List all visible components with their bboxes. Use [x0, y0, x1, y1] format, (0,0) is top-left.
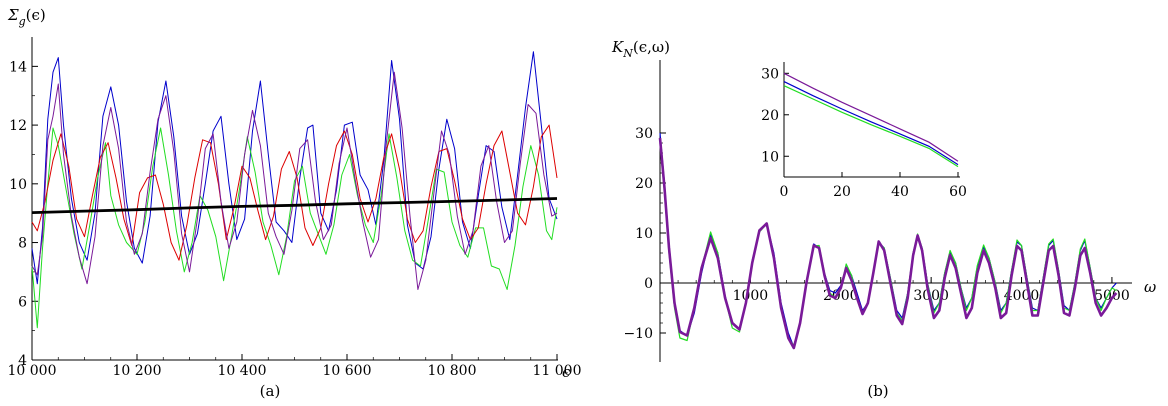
y-tick-label-b: 30	[635, 126, 653, 142]
x-tick-label-a: 10 400	[218, 363, 267, 379]
inset-ticks: 0 20 40 60 10 20 30	[761, 66, 967, 200]
inset-axes	[783, 62, 960, 178]
y-tick-label-b: 20	[635, 176, 653, 192]
ylabel-b-main: K	[611, 38, 624, 56]
panel-b-ylabel: KN(ϵ,ω)	[611, 38, 670, 60]
panel-b-inset: 0 20 40 60 10 20 30	[761, 62, 967, 200]
ylabel-b-arg: (ϵ,ω)	[633, 38, 670, 56]
panel-a-caption: (a)	[260, 382, 281, 400]
x-tick-label-a: 10 200	[113, 363, 162, 379]
panel-a-series	[31, 51, 558, 329]
y-tick-label-a: 14	[9, 59, 27, 75]
x-tick-label-b: 1000	[733, 288, 769, 304]
x-tick-label-a: 11 000	[533, 363, 582, 379]
inset-series	[783, 72, 959, 168]
ylabel-a-sub: g	[19, 15, 26, 28]
panel-b-axes	[659, 60, 1132, 362]
panel-b-series	[658, 132, 1118, 350]
inset-y-tick-label: 30	[761, 66, 779, 82]
panel-a-ticks: 10 000 10 200 10 400 10 600 10 800 11 000 4 6 8 1…	[8, 59, 582, 379]
x-tick-label-a: 10 800	[428, 363, 477, 379]
y-tick-label-a: 12	[9, 118, 27, 134]
panel-a-xlabel: ϵ	[562, 363, 571, 381]
series-line-a-3	[31, 71, 558, 290]
inset-x-tick-label: 40	[891, 184, 909, 200]
y-tick-label-b: −10	[623, 326, 653, 342]
y-tick-label-b: 10	[635, 226, 653, 242]
inset-x-tick-label: 60	[949, 184, 967, 200]
x-tick-label-b: 5000	[1094, 288, 1130, 304]
series-line-a-4	[31, 197, 558, 214]
y-tick-label-a: 4	[18, 353, 27, 369]
panel-a-axes	[31, 37, 558, 361]
inset-series-line-0	[783, 81, 959, 166]
inset-y-tick-label: 10	[761, 149, 779, 165]
ylabel-b-sub: N	[622, 47, 633, 60]
x-tick-label-a: 10 000	[8, 363, 57, 379]
series-line-a-2	[31, 124, 558, 261]
x-tick-label-a: 10 600	[323, 363, 372, 379]
series-line-a-1	[31, 127, 558, 329]
panel-b-xlabel: ω	[1144, 278, 1156, 296]
series-line-a-0	[31, 51, 558, 285]
inset-y-tick-label: 20	[761, 108, 779, 124]
ylabel-a-main: Σ	[7, 6, 19, 24]
ylabel-a-arg: (ϵ)	[26, 6, 46, 24]
y-tick-label-a: 8	[18, 236, 27, 252]
panel-b-caption: (b)	[867, 382, 888, 400]
inset-x-tick-label: 0	[780, 184, 789, 200]
inset-background	[784, 62, 960, 178]
inset-x-tick-label: 20	[833, 184, 851, 200]
panel-a-chart: 10 000 10 200 10 400 10 600 10 800 11 000 4 6 8 1…	[7, 6, 582, 400]
panel-a-ylabel: Σg(ϵ)	[7, 6, 46, 28]
y-tick-label-a: 10	[9, 177, 27, 193]
y-tick-label-b: 0	[644, 276, 653, 292]
series-line-b-2	[658, 137, 1118, 350]
y-tick-label-a: 6	[18, 294, 27, 310]
inset-series-line-1	[783, 85, 959, 168]
inset-series-line-2	[783, 72, 959, 162]
